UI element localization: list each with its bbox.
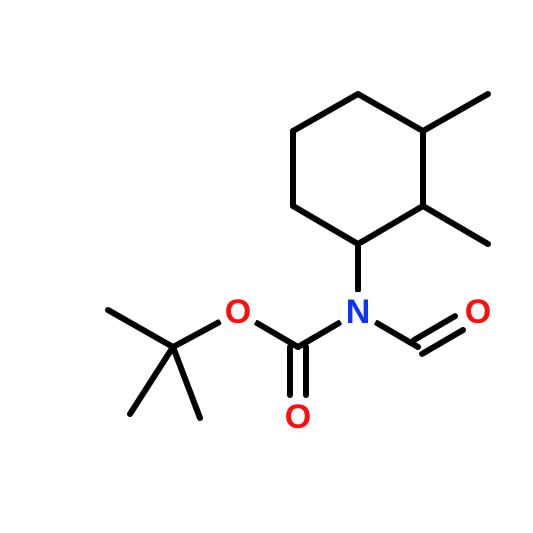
single-bond xyxy=(293,94,358,131)
atom-label-o: O xyxy=(465,293,491,331)
atom-label-n: N xyxy=(346,293,371,331)
single-bond xyxy=(257,323,298,347)
atom-label-o: O xyxy=(285,398,311,436)
single-bond xyxy=(358,94,423,131)
single-bond xyxy=(423,206,488,244)
molecule-canvas: N O O O xyxy=(0,0,533,533)
single-bond xyxy=(358,206,423,244)
single-bond xyxy=(130,347,173,414)
single-bond xyxy=(423,94,488,131)
single-bond xyxy=(298,323,339,347)
bonds-layer xyxy=(108,94,488,418)
single-bond xyxy=(108,310,173,347)
single-bond xyxy=(377,323,418,347)
single-bond xyxy=(173,347,200,418)
atom-label-o: O xyxy=(225,293,251,331)
single-bond xyxy=(173,322,219,347)
single-bond xyxy=(293,206,358,244)
